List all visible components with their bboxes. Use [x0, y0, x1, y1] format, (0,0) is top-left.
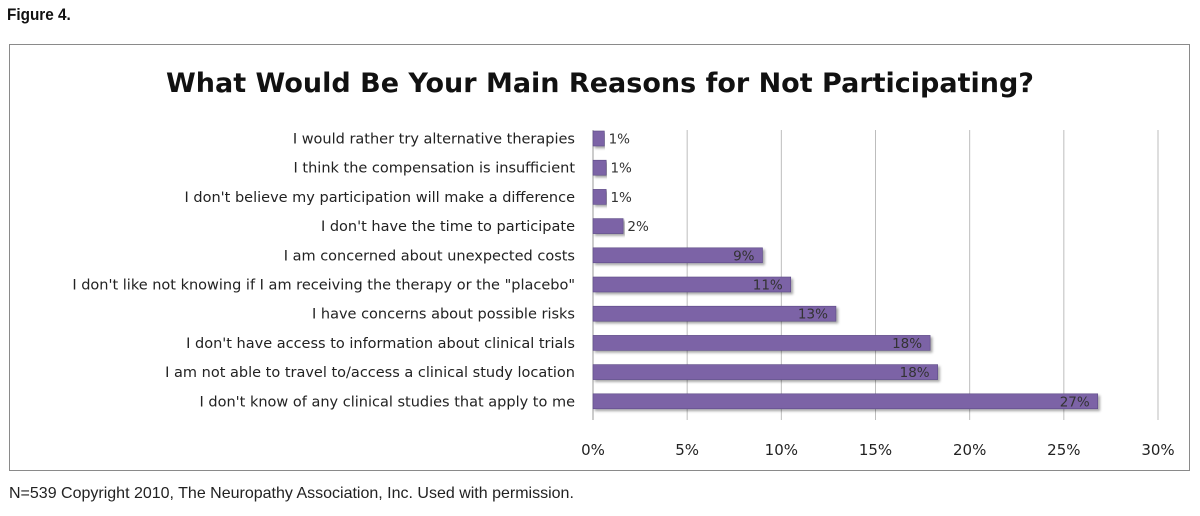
value-label: 18% [900, 365, 930, 381]
bar [592, 130, 605, 147]
category-label: I would rather try alternative therapies [293, 132, 575, 148]
category-label: I have concerns about possible risks [312, 307, 575, 323]
x-tick-label: 10% [765, 441, 798, 459]
bar [592, 159, 607, 176]
x-tick-label: 15% [859, 441, 892, 459]
value-label: 18% [892, 336, 922, 352]
bar [592, 276, 792, 293]
x-axis-ticks: 0% 5% 10% 15% 20% 25% 30% [581, 441, 1175, 459]
value-label: 1% [610, 161, 632, 177]
chart-title: What Would Be Your Main Reasons for Not … [166, 68, 1034, 99]
category-label: I don't have access to information about… [186, 336, 575, 352]
category-label: I don't believe my participation will ma… [185, 190, 576, 206]
x-tick-label: 20% [953, 441, 986, 459]
category-label: I don't like not knowing if I am receivi… [72, 278, 575, 294]
figure-label: Figure 4. [7, 5, 71, 24]
value-label: 13% [798, 307, 828, 323]
bars: 1% 1% 1% 2% 9% 11% 13% 18% 18% 27% [592, 130, 1099, 410]
category-labels: I would rather try alternative therapies… [72, 132, 575, 411]
bar [592, 305, 837, 322]
value-label: 9% [733, 248, 755, 264]
value-label: 1% [609, 132, 631, 148]
category-label: I think the compensation is insufficient [294, 161, 576, 177]
value-label: 27% [1060, 394, 1090, 410]
value-label: 2% [627, 219, 649, 235]
x-tick-label: 5% [675, 441, 699, 459]
footnote: N=539 Copyright 2010, The Neuropathy Ass… [9, 485, 574, 502]
category-label: I don't have the time to participate [321, 219, 575, 235]
bar [592, 247, 763, 264]
x-tick-label: 0% [581, 441, 605, 459]
x-tick-label: 30% [1141, 441, 1174, 459]
value-label: 11% [753, 278, 783, 294]
bar [592, 218, 624, 234]
category-label: I am not able to travel to/access a clin… [165, 365, 575, 381]
category-label: I don't know of any clinical studies tha… [200, 394, 576, 410]
value-label: 1% [610, 190, 632, 206]
bar [592, 335, 931, 351]
bar [592, 393, 1099, 410]
category-label: I am concerned about unexpected costs [284, 248, 575, 264]
bar [592, 189, 607, 205]
bar [592, 364, 938, 380]
x-tick-label: 25% [1047, 441, 1080, 459]
